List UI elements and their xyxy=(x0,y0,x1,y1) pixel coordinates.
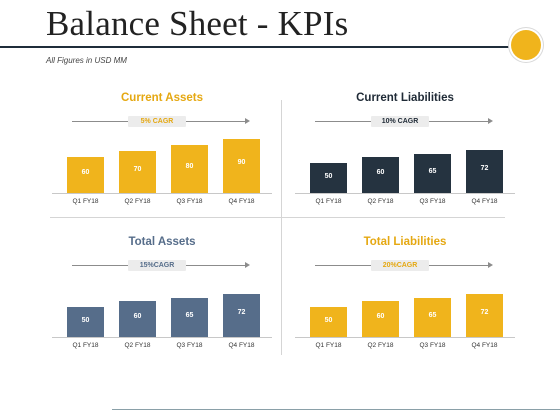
arrow-right-icon xyxy=(245,118,250,124)
bar-value-label: 70 xyxy=(133,165,142,173)
cagr-badge: 20%CAGR xyxy=(371,260,429,271)
arrow-right-icon xyxy=(488,118,493,124)
page-subtitle: All Figures in USD MM xyxy=(46,56,127,65)
x-tick-label: Q2 FY18 xyxy=(367,342,394,349)
x-tick-label: Q4 FY18 xyxy=(471,198,498,205)
bar xyxy=(362,301,399,337)
bar-value-label: 50 xyxy=(81,316,90,324)
page-title: Balance Sheet - KPIs xyxy=(46,4,349,43)
x-tick-label: Q2 FY18 xyxy=(367,198,394,205)
cagr-arrow: 20%CAGR xyxy=(315,260,493,271)
arrow-right-icon xyxy=(488,262,493,268)
bar xyxy=(171,145,208,193)
decorative-circle xyxy=(511,30,541,60)
chart-title: Total Assets xyxy=(128,236,196,248)
cagr-badge: 5% CAGR xyxy=(128,116,186,127)
bar-value-label: 65 xyxy=(428,311,437,319)
bar-value-label: 65 xyxy=(428,167,437,175)
x-tick-label: Q3 FY18 xyxy=(419,198,446,205)
cagr-badge: 10% CAGR xyxy=(371,116,429,127)
x-axis-line xyxy=(295,337,515,338)
cagr-arrow: 5% CAGR xyxy=(72,116,250,127)
bar xyxy=(310,307,347,337)
x-tick-label: Q3 FY18 xyxy=(176,342,203,349)
x-tick-label: Q4 FY18 xyxy=(228,198,255,205)
chart-title: Current Liabilities xyxy=(356,92,454,104)
chart-title: Current Assets xyxy=(120,92,204,104)
cagr-badge: 15%CAGR xyxy=(128,260,186,271)
x-axis-line xyxy=(52,193,272,194)
bar xyxy=(310,163,347,193)
bar xyxy=(414,298,451,337)
bar xyxy=(223,139,260,193)
x-tick-label: Q1 FY18 xyxy=(72,198,99,205)
x-tick-label: Q1 FY18 xyxy=(72,342,99,349)
x-tick-label: Q2 FY18 xyxy=(124,342,151,349)
title-rule xyxy=(0,46,530,48)
x-tick-label: Q4 FY18 xyxy=(471,342,498,349)
x-axis-line xyxy=(52,337,272,338)
bar xyxy=(466,293,503,337)
x-tick-label: Q2 FY18 xyxy=(124,198,151,205)
current-assets-chart: Current Assets 5% CAGR 60 Q1 FY18 70 Q2 FY1… xyxy=(52,90,272,205)
bar-value-label: 50 xyxy=(324,172,333,180)
x-tick-label: Q4 FY18 xyxy=(228,342,255,349)
x-tick-label: Q3 FY18 xyxy=(176,198,203,205)
bar xyxy=(119,151,156,193)
bar-plot: 50 Q1 FY18 60 Q2 FY18 65 Q3 FY18 72 Q4 FY18 xyxy=(295,90,515,205)
x-axis-line xyxy=(295,193,515,194)
bar-value-label: 60 xyxy=(81,169,90,177)
vertical-divider xyxy=(281,100,282,355)
bar xyxy=(171,298,208,337)
bar-value-label: 60 xyxy=(133,313,142,321)
bar xyxy=(414,154,451,193)
bar-value-label: 72 xyxy=(480,165,489,173)
footer-line xyxy=(112,409,560,410)
bar-value-label: 60 xyxy=(376,313,385,321)
cagr-arrow: 15%CAGR xyxy=(72,260,250,271)
total-liabilities-chart: Total Liabilities 20%CAGR 50 Q1 FY18 60 Q2 … xyxy=(295,234,515,349)
bar-value-label: 65 xyxy=(185,311,194,319)
bar-value-label: 80 xyxy=(185,162,194,170)
x-tick-label: Q1 FY18 xyxy=(315,342,342,349)
horizontal-divider xyxy=(50,217,505,218)
bar-plot: 60 Q1 FY18 70 Q2 FY18 80 Q3 FY18 90 Q4 FY18 xyxy=(52,90,272,205)
bar-value-label: 50 xyxy=(324,316,333,324)
bar xyxy=(466,149,503,193)
bar xyxy=(119,301,156,337)
bar xyxy=(67,307,104,337)
bar xyxy=(67,157,104,193)
bar-value-label: 72 xyxy=(480,309,489,317)
bar-plot: 50 Q1 FY18 60 Q2 FY18 65 Q3 FY18 72 Q4 FY18 xyxy=(52,234,272,349)
bar-value-label: 60 xyxy=(376,169,385,177)
chart-title: Total Liabilities xyxy=(363,236,447,248)
x-tick-label: Q3 FY18 xyxy=(419,342,446,349)
cagr-arrow: 10% CAGR xyxy=(315,116,493,127)
bar-plot: 50 Q1 FY18 60 Q2 FY18 65 Q3 FY18 72 Q4 FY18 xyxy=(295,234,515,349)
bar xyxy=(362,157,399,193)
bar-value-label: 90 xyxy=(237,159,246,167)
arrow-right-icon xyxy=(245,262,250,268)
current-liabilities-chart: Current Liabilities 10% CAGR 50 Q1 FY18 60… xyxy=(295,90,515,205)
x-tick-label: Q1 FY18 xyxy=(315,198,342,205)
total-assets-chart: Total Assets 15%CAGR 50 Q1 FY18 60 Q2 FY18 6… xyxy=(52,234,272,349)
bar xyxy=(223,293,260,337)
bar-value-label: 72 xyxy=(237,309,246,317)
